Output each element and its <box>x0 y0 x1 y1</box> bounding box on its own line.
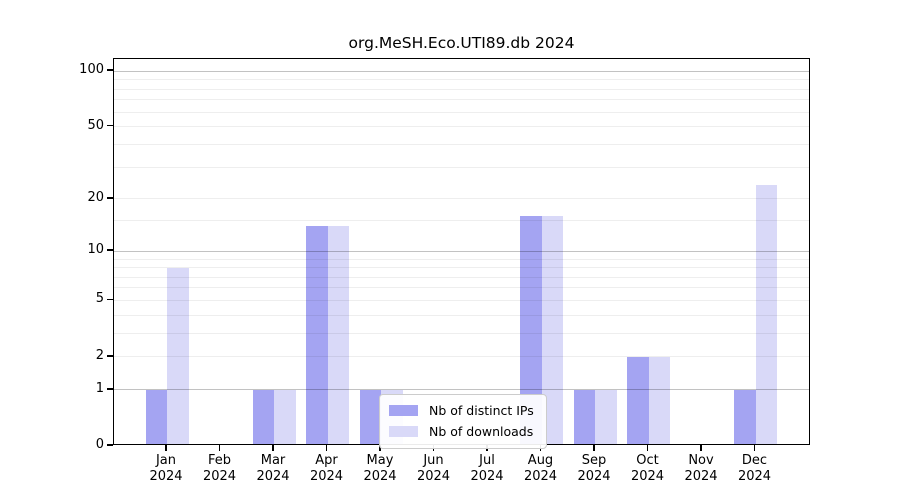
plot-area <box>113 58 810 445</box>
bar-distinct-ips-oct <box>627 356 649 445</box>
legend-swatch-distinct-ips <box>389 405 418 416</box>
y-tick-label-20: 20 <box>87 189 104 205</box>
y-tick-50 <box>107 124 113 127</box>
x-tick-nov <box>700 445 702 451</box>
legend-swatch-downloads <box>389 426 418 437</box>
x-tick-label-mar: Mar 2024 <box>256 453 290 484</box>
bar-distinct-ips-jan <box>145 389 167 445</box>
y-tick-label-0: 0 <box>95 437 104 452</box>
gridline-2 <box>114 356 809 358</box>
gridline-7 <box>114 276 809 278</box>
x-tick-label-dec: Dec 2024 <box>737 453 772 484</box>
gridline-20 <box>114 198 809 200</box>
legend-item-distinct-ips: Nb of distinct IPs <box>389 400 537 421</box>
bar-distinct-ips-sep <box>573 389 595 445</box>
x-tick-label-may: May 2024 <box>363 453 397 484</box>
gridline-100 <box>114 70 809 72</box>
y-tick-label-2: 2 <box>95 347 104 363</box>
y-tick-1 <box>107 387 113 390</box>
gridline-4 <box>114 314 809 316</box>
gridline-5 <box>114 299 809 301</box>
y-tick-label-1: 1 <box>95 380 104 396</box>
bar-distinct-ips-apr <box>306 226 328 445</box>
x-tick-label-nov: Nov 2024 <box>684 453 718 484</box>
x-tick-sep <box>593 445 595 451</box>
bar-distinct-ips-may <box>359 389 381 445</box>
y-tick-2 <box>107 354 113 357</box>
gridline-60 <box>114 111 809 113</box>
y-tick-label-50: 50 <box>87 117 104 133</box>
y-tick-100 <box>107 69 113 71</box>
y-tick-label-10: 10 <box>87 242 104 258</box>
legend: Nb of distinct IPs Nb of downloads <box>379 394 547 449</box>
x-tick-jan <box>165 445 167 451</box>
gridline-15 <box>114 220 809 222</box>
gridline-80 <box>114 88 809 90</box>
y-tick-5 <box>107 298 113 301</box>
x-tick-label-feb: Feb 2024 <box>202 453 237 484</box>
x-tick-label-sep: Sep 2024 <box>577 453 611 484</box>
x-tick-dec <box>753 445 756 451</box>
y-tick-label-5: 5 <box>95 291 104 307</box>
y-tick-10 <box>107 249 113 252</box>
gridline-1 <box>114 389 809 391</box>
gridline-70 <box>114 99 809 101</box>
gridline-40 <box>114 143 809 145</box>
bar-downloads-dec <box>755 184 777 445</box>
gridline-10 <box>114 250 809 252</box>
x-tick-label-oct: Oct 2024 <box>630 453 665 484</box>
x-tick-mar <box>272 445 274 451</box>
gridline-9 <box>114 258 809 260</box>
bar-downloads-mar <box>274 389 296 445</box>
x-tick-oct <box>646 445 649 451</box>
x-tick-label-jan: Jan 2024 <box>149 453 183 484</box>
bar-downloads-aug <box>541 215 563 445</box>
bar-downloads-oct <box>648 356 670 445</box>
y-tick-0 <box>107 444 113 446</box>
gridline-6 <box>114 287 809 289</box>
x-tick-label-jun: Jun 2024 <box>416 453 451 484</box>
x-tick-apr <box>325 445 328 451</box>
chart-title: org.MeSH.Eco.UTI89.db 2024 <box>348 34 575 52</box>
bar-distinct-ips-mar <box>252 389 274 445</box>
gridline-50 <box>114 126 809 128</box>
x-tick-label-apr: Apr 2024 <box>309 453 344 484</box>
legend-label-distinct-ips: Nb of distinct IPs <box>429 403 534 418</box>
gridline-8 <box>114 267 809 269</box>
gridline-3 <box>114 332 809 334</box>
legend-label-downloads: Nb of downloads <box>429 424 534 439</box>
x-tick-feb <box>218 445 221 451</box>
bar-downloads-sep <box>595 389 617 445</box>
y-tick-label-100: 100 <box>79 62 104 78</box>
x-tick-label-aug: Aug 2024 <box>523 453 558 484</box>
bar-distinct-ips-dec <box>734 389 756 445</box>
legend-item-downloads: Nb of downloads <box>389 421 537 442</box>
grid-layer <box>114 59 809 444</box>
gridline-90 <box>114 79 809 81</box>
y-tick-20 <box>107 196 113 199</box>
bar-distinct-ips-aug <box>520 215 542 445</box>
gridline-30 <box>114 166 809 168</box>
bar-downloads-jan <box>167 267 189 445</box>
bar-downloads-apr <box>327 226 349 445</box>
x-tick-label-jul: Jul 2024 <box>470 453 504 484</box>
